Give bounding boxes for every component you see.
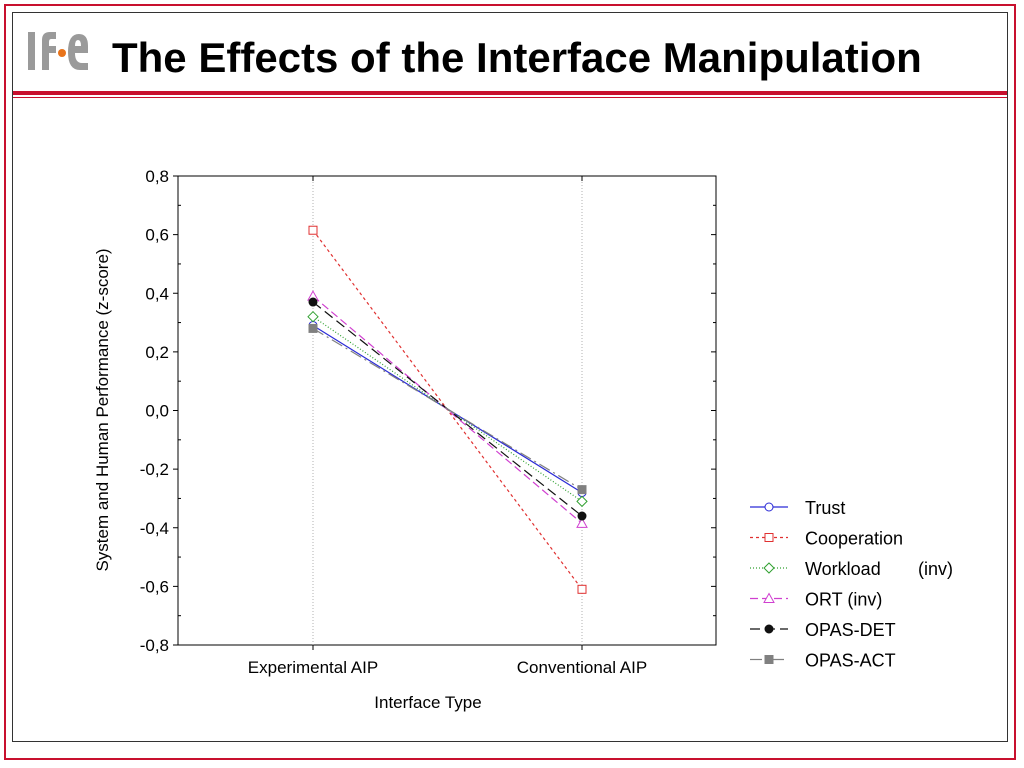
legend-marker-1 <box>764 533 774 542</box>
legend-label-0: Trust <box>805 498 845 518</box>
y-tick-label: -0,4 <box>140 519 169 538</box>
y-tick-label: 0,6 <box>145 226 169 245</box>
slide-frame-inner <box>12 12 1008 742</box>
y-tick-label: 0,2 <box>145 343 169 362</box>
series-line-2 <box>312 316 583 502</box>
data-point-2-0 <box>307 310 319 323</box>
legend-suffix-2: (inv) <box>918 559 953 579</box>
slide-frame-outer <box>4 4 1016 760</box>
plot-area <box>177 175 717 646</box>
y-tick-label: 0,4 <box>145 284 169 303</box>
y-axis-title: System and Human Performance (z-score) <box>93 248 112 571</box>
page-title: The Effects of the Interface Manipulatio… <box>112 34 922 81</box>
data-point-3-1 <box>576 517 588 528</box>
y-tick-label: 0,8 <box>145 167 169 186</box>
header-divider <box>13 91 1007 95</box>
x-tick-label: Conventional AIP <box>517 658 647 677</box>
legend-label-2: Workload <box>805 559 881 579</box>
x-axis-title: Interface Type <box>374 693 481 712</box>
legend-marker-2 <box>763 562 775 574</box>
legend-marker-5 <box>764 655 774 664</box>
ife-logo <box>28 32 88 70</box>
data-point-5-1 <box>577 485 587 495</box>
legend-label-1: Cooperation <box>805 529 903 549</box>
legend-marker-0 <box>764 502 774 512</box>
data-point-4-0 <box>308 297 318 307</box>
data-point-4-1 <box>577 511 587 521</box>
series-line-3 <box>312 295 583 524</box>
series-line-5 <box>312 327 583 491</box>
data-point-1-0 <box>308 225 318 235</box>
x-tick-label: Experimental AIP <box>248 658 378 677</box>
y-tick-label: -0,8 <box>140 636 169 655</box>
y-tick-label: 0,0 <box>145 402 169 421</box>
data-point-2-1 <box>576 495 588 508</box>
legend-marker-3 <box>763 592 775 603</box>
legend-label-4: OPAS-DET <box>805 620 896 640</box>
data-point-1-1 <box>577 584 587 594</box>
header-divider-thin <box>13 97 1007 98</box>
legend-label-3: ORT (inv) <box>805 590 882 610</box>
y-tick-label: -0,6 <box>140 577 169 596</box>
y-tick-label: -0,2 <box>140 460 169 479</box>
data-point-5-0 <box>308 323 318 333</box>
legend-marker-4 <box>764 624 774 634</box>
legend-label-5: OPAS-ACT <box>805 651 896 671</box>
